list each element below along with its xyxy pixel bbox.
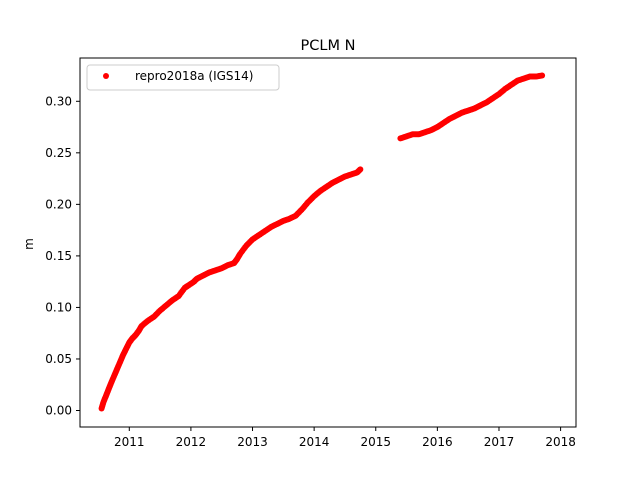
legend-marker — [103, 73, 109, 79]
x-tick-label: 2015 — [360, 435, 391, 449]
chart-title: PCLM N — [301, 38, 356, 54]
data-points — [98, 72, 546, 412]
y-tick-label: 0.00 — [45, 404, 72, 418]
x-axis-ticks: 2011 2012 2013 2014 2015 2016 2017 2018 — [114, 427, 576, 449]
y-tick-label: 0.10 — [45, 300, 72, 314]
y-tick-label: 0.25 — [45, 146, 72, 160]
legend-box — [86, 64, 280, 91]
y-tick-label: 0.15 — [45, 249, 72, 263]
y-tick-label: 0.20 — [45, 197, 72, 211]
x-tick-label: 2012 — [176, 435, 207, 449]
x-tick-label: 2014 — [299, 435, 330, 449]
y-axis-ticks: 0.00 0.05 0.10 0.15 0.20 0.25 0.30 — [45, 94, 80, 418]
y-tick-label: 0.30 — [45, 94, 72, 108]
x-tick-label: 2017 — [484, 435, 515, 449]
x-tick-label: 2013 — [237, 435, 268, 449]
data-point — [539, 72, 546, 79]
x-tick-label: 2016 — [422, 435, 453, 449]
data-point — [357, 166, 364, 173]
x-tick-label: 2018 — [545, 435, 576, 449]
plot-frame — [79, 57, 577, 428]
y-tick-label: 0.05 — [45, 352, 72, 366]
legend: repro2018a (IGS14) — [86, 64, 280, 91]
y-axis-label: m — [22, 238, 36, 250]
legend-label: repro2018a (IGS14) — [135, 69, 253, 83]
x-tick-label: 2011 — [114, 435, 145, 449]
